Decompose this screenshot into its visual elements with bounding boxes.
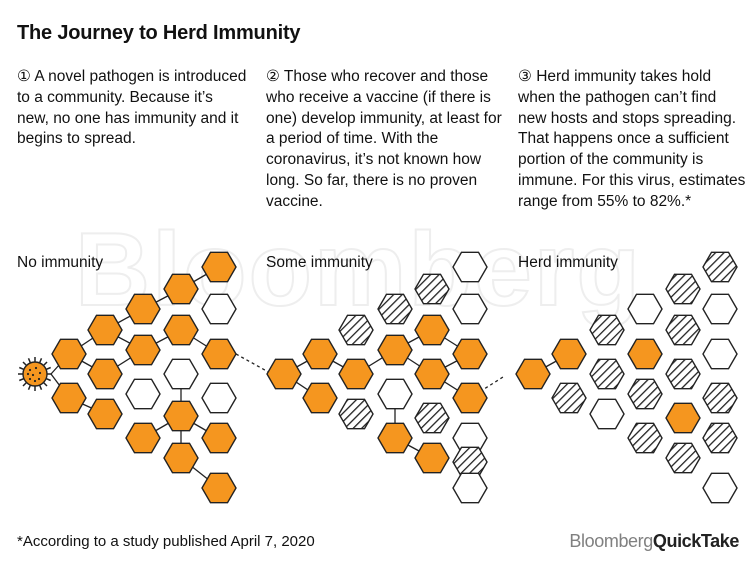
step-1-text: ① A novel pathogen is introduced to a co…: [17, 68, 247, 148]
infected-hexagon: [51, 338, 87, 370]
infected-hexagon: [266, 358, 302, 390]
spread-connector-dashed: [235, 353, 273, 375]
immune-hexagon: [665, 442, 701, 474]
infected-hexagon: [201, 251, 237, 283]
brand-part-1: Bloomberg: [569, 531, 653, 551]
infected-hexagon: [163, 400, 199, 432]
pathogen-icon: [18, 357, 52, 391]
infected-hexagon: [551, 338, 587, 370]
immune-hexagon: [702, 251, 738, 283]
immune-hexagon: [589, 358, 625, 390]
infected-hexagon: [515, 358, 551, 390]
panel-label-no-immunity: No immunity: [17, 254, 104, 271]
susceptible-hexagon: [589, 398, 625, 430]
susceptible-hexagon: [452, 293, 488, 325]
step-2-text: ② Those who recover and those who receiv…: [266, 68, 502, 210]
immune-hexagon: [338, 398, 374, 430]
infected-hexagon: [302, 338, 338, 370]
infected-hexagon: [414, 442, 450, 474]
susceptible-hexagon: [377, 378, 413, 410]
step-3-text: ③ Herd immunity takes hold when the path…: [518, 68, 746, 210]
infected-hexagon: [125, 334, 161, 366]
bloomberg-watermark: Bloomberg: [75, 212, 642, 328]
infected-hexagon: [414, 314, 450, 346]
infected-hexagon: [201, 422, 237, 454]
immune-hexagon: [414, 273, 450, 305]
infected-hexagon: [163, 273, 199, 305]
susceptible-hexagon: [702, 338, 738, 370]
immune-hexagon: [551, 382, 587, 414]
susceptible-hexagon: [125, 378, 161, 410]
page-title: The Journey to Herd Immunity: [17, 22, 301, 44]
infected-hexagon: [51, 382, 87, 414]
infected-hexagon: [87, 314, 123, 346]
infected-hexagon: [377, 334, 413, 366]
susceptible-hexagon: [452, 472, 488, 504]
immune-hexagon: [665, 314, 701, 346]
immune-hexagon: [702, 382, 738, 414]
bloomberg-quicktake-logo: BloombergQuickTake: [569, 531, 739, 552]
susceptible-hexagon: [627, 293, 663, 325]
infected-hexagon: [414, 358, 450, 390]
infected-hexagon: [302, 382, 338, 414]
immune-hexagon: [627, 378, 663, 410]
infected-hexagon: [338, 358, 374, 390]
panel-label-herd-immunity: Herd immunity: [518, 254, 618, 271]
infected-hexagon: [125, 422, 161, 454]
footnote: *According to a study published April 7,…: [17, 533, 315, 550]
infected-hexagon: [452, 338, 488, 370]
immune-hexagon: [452, 446, 488, 478]
panel-label-some-immunity: Some immunity: [266, 254, 373, 271]
immune-hexagon: [589, 314, 625, 346]
immune-hexagon: [665, 358, 701, 390]
infected-hexagon: [452, 382, 488, 414]
susceptible-hexagon: [201, 293, 237, 325]
immune-hexagon: [377, 293, 413, 325]
infected-hexagon: [665, 402, 701, 434]
immune-hexagon: [414, 402, 450, 434]
infected-hexagon: [377, 422, 413, 454]
brand-part-2: QuickTake: [652, 531, 740, 551]
infected-hexagon: [201, 472, 237, 504]
infected-hexagon: [87, 398, 123, 430]
susceptible-hexagon: [163, 358, 199, 390]
infected-hexagon: [87, 358, 123, 390]
susceptible-hexagon: [702, 293, 738, 325]
susceptible-hexagon: [452, 251, 488, 283]
infected-hexagon: [163, 442, 199, 474]
susceptible-hexagon: [702, 472, 738, 504]
infected-hexagon: [163, 314, 199, 346]
immune-hexagon: [627, 422, 663, 454]
susceptible-hexagon: [201, 382, 237, 414]
immune-hexagon: [665, 273, 701, 305]
infected-hexagon: [627, 338, 663, 370]
immune-hexagon: [338, 314, 374, 346]
immune-hexagon: [702, 422, 738, 454]
infected-hexagon: [201, 338, 237, 370]
infected-hexagon: [125, 293, 161, 325]
